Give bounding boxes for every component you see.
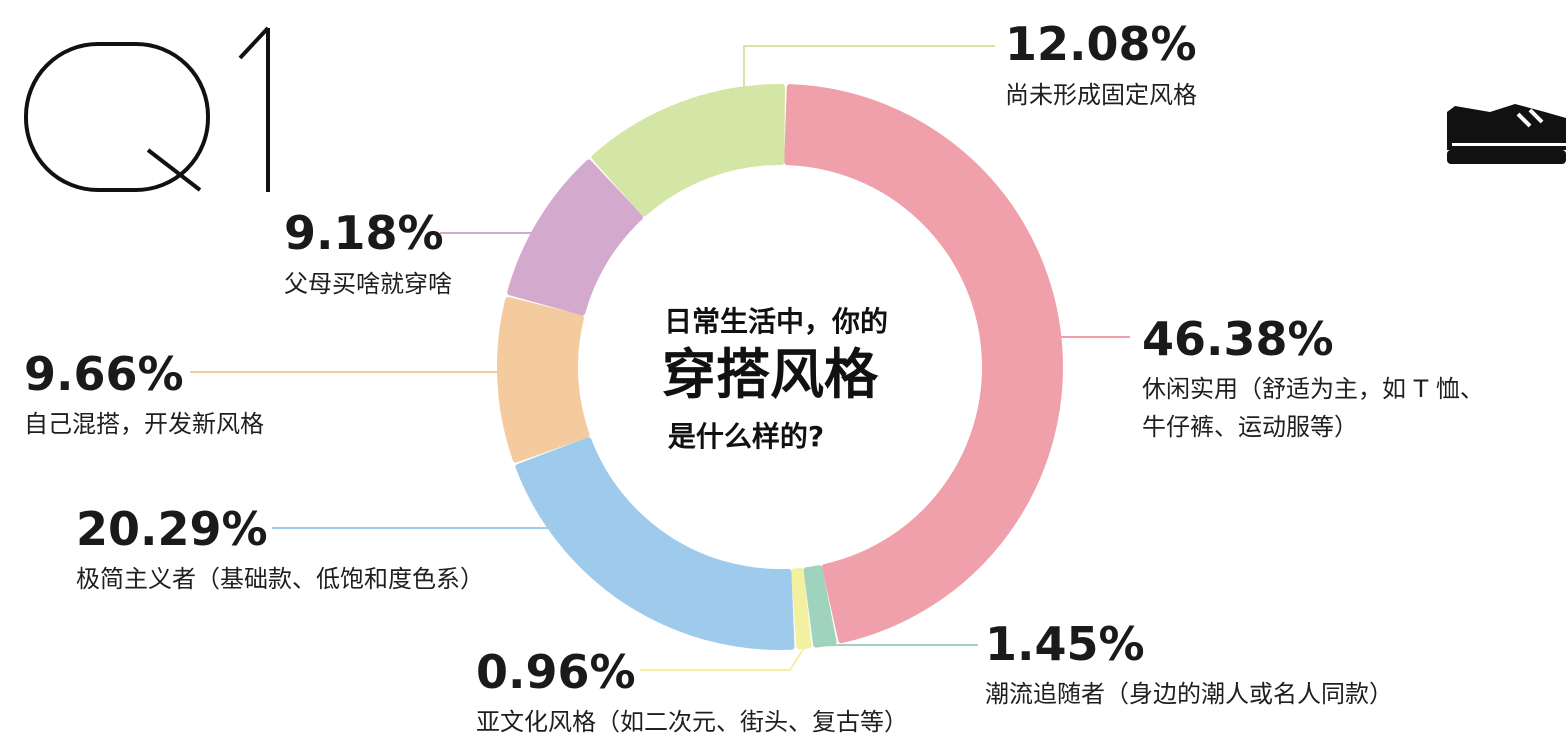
slice-percent-5: 9.18%	[284, 206, 444, 260]
slice-label-4-line-0: 自己混搭，开发新风格	[24, 410, 264, 438]
slice-5	[507, 159, 643, 316]
slice-label-0-line-1: 牛仔裤、运动服等）	[1142, 413, 1358, 441]
slice-0	[784, 84, 1063, 644]
slice-label-0-line-0: 休闲实用（舒适为主，如 T 恤、	[1142, 375, 1484, 403]
slice-6	[591, 84, 785, 217]
leader-lines	[190, 45, 1130, 671]
donut-slices	[497, 84, 1063, 650]
question-number: Q1	[24, 26, 270, 192]
slice-3	[515, 437, 795, 650]
slice-percent-4: 9.66%	[24, 347, 184, 401]
slice-2	[791, 567, 812, 650]
slice-label-1-line-0: 潮流追随者（身边的潮人或名人同款）	[985, 680, 1393, 708]
slice-percent-3: 20.29%	[76, 502, 268, 556]
slice-label-6-line-0: 尚未形成固定风格	[1005, 81, 1197, 109]
center-title: 穿搭风格	[662, 343, 879, 406]
center-line-3: 是什么样的?	[668, 420, 824, 453]
slice-percent-2: 0.96%	[476, 645, 636, 699]
slice-label-2-line-0: 亚文化风格（如二次元、街头、复古等）	[476, 708, 908, 736]
leader-line-6	[743, 45, 995, 105]
slice-4	[497, 296, 590, 463]
sneaker-icon	[1447, 104, 1566, 164]
slice-percent-1: 1.45%	[985, 617, 1145, 671]
slice-label-5-line-0: 父母买啥就穿啥	[284, 270, 452, 298]
slice-label-3-line-0: 极简主义者（基础款、低饱和度色系）	[76, 565, 484, 593]
slice-1	[803, 565, 837, 648]
slice-labels: 46.38% 休闲实用（舒适为主，如 T 恤、牛仔裤、运动服等） 1.45% 潮流追随…	[24, 17, 1484, 736]
center-question: 日常生活中，你的 穿搭风格 是什么样的?	[662, 305, 888, 453]
leader-line-2	[640, 647, 805, 671]
slice-percent-6: 12.08%	[1005, 17, 1197, 71]
slice-percent-0: 46.38%	[1142, 312, 1334, 366]
center-line-1: 日常生活中，你的	[664, 305, 888, 338]
